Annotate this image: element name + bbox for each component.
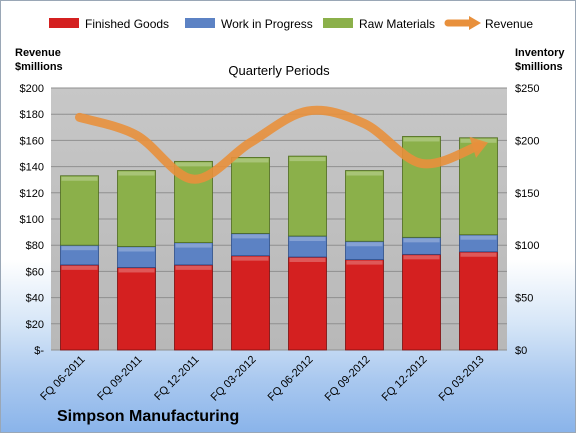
bar-highlight <box>61 265 98 270</box>
x-axis-ticks: FQ 06-2011 FQ 09-2011 FQ 12-2011 FQ 03-2012… <box>38 354 486 404</box>
right-tick-label: $100 <box>515 240 539 252</box>
left-axis-ticks: $- $20 $40 $60 $80 $100 $120 $140 $160 $180 $200 <box>20 83 45 357</box>
x-tick-label: FQ 12-2011 <box>152 354 201 403</box>
left-axis-title-line1: Revenue <box>15 47 61 59</box>
left-tick-label: $20 <box>26 319 44 331</box>
bar-highlight <box>175 243 212 248</box>
legend-label-work-in-progress: Work in Progress <box>221 17 313 31</box>
left-tick-label: $160 <box>20 135 44 147</box>
bar-highlight <box>118 268 155 273</box>
left-tick-label: $180 <box>20 109 44 121</box>
x-tick-label: FQ 06-2011 <box>38 354 87 403</box>
revenue-line-layer <box>75 105 489 184</box>
bar-highlight <box>289 157 326 162</box>
legend-swatch-finished-goods <box>49 18 79 28</box>
left-tick-label: $80 <box>26 240 44 252</box>
x-tick-label: FQ 12-2012 <box>380 354 430 404</box>
revenue-line <box>75 105 483 184</box>
legend-label-finished-goods: Finished Goods <box>85 17 169 31</box>
bar-finished-goods <box>288 256 327 351</box>
right-axis-ticks: $0 $50 $100 $150 $200 $250 <box>515 83 539 357</box>
x-tick-label: FQ 09-2011 <box>95 354 144 403</box>
bar-highlight <box>403 137 440 142</box>
bar-highlight <box>289 257 326 262</box>
bar-highlight <box>118 247 155 252</box>
bar-raw-materials <box>288 155 327 237</box>
company-name: Simpson Manufacturing <box>57 408 239 425</box>
bar-finished-goods <box>402 253 441 351</box>
right-axis-title-line1: Inventory <box>515 47 565 59</box>
bar-highlight <box>346 242 383 247</box>
bar-highlight <box>403 238 440 243</box>
left-tick-label: $120 <box>20 188 44 200</box>
bar-highlight <box>61 246 98 251</box>
legend-swatch-revenue-arrow <box>469 16 481 30</box>
bar-raw-materials <box>231 157 270 234</box>
left-axis-title-line2: $millions <box>15 61 63 73</box>
left-tick-label: $40 <box>26 293 44 305</box>
right-tick-label: $200 <box>515 135 539 147</box>
legend-label-raw-materials: Raw Materials <box>359 17 435 31</box>
left-tick-label: $140 <box>20 162 44 174</box>
bar-finished-goods <box>117 267 156 351</box>
left-tick-label: $- <box>34 345 44 357</box>
left-tick-label: $60 <box>26 266 44 278</box>
left-tick-label: $200 <box>20 83 44 95</box>
bar-highlight <box>460 252 497 257</box>
legend-swatch-work-in-progress <box>185 18 215 28</box>
bar-highlight <box>232 234 269 239</box>
x-tick-label: FQ 06-2012 <box>266 354 316 404</box>
bar-finished-goods <box>459 251 498 351</box>
bar-highlight <box>175 265 212 270</box>
chart-title: Quarterly Periods <box>228 63 330 78</box>
left-tick-label: $100 <box>20 214 44 226</box>
bar-highlight <box>118 171 155 176</box>
right-tick-label: $50 <box>515 293 533 305</box>
right-tick-label: $0 <box>515 345 527 357</box>
bar-highlight <box>346 260 383 265</box>
bar-finished-goods <box>60 264 99 351</box>
legend-label-revenue: Revenue <box>485 17 533 31</box>
x-tick-label: FQ 03-2013 <box>437 354 487 404</box>
bar-highlight <box>346 171 383 176</box>
bar-finished-goods <box>345 259 384 351</box>
bar-highlight <box>460 235 497 240</box>
x-tick-label: FQ 09-2012 <box>323 354 373 404</box>
legend: Finished Goods Work in Progress Raw Mate… <box>49 16 533 31</box>
bar-highlight <box>61 176 98 181</box>
bar-finished-goods <box>231 255 270 351</box>
bar-highlight <box>175 162 212 167</box>
bar-raw-materials <box>402 136 441 238</box>
right-axis-title-line2: $millions <box>515 61 563 73</box>
bar-highlight <box>232 256 269 261</box>
bar-highlight <box>232 158 269 163</box>
revenue-line-arrow <box>469 136 489 158</box>
bar-raw-materials <box>60 175 99 246</box>
bar-raw-materials <box>117 170 156 247</box>
right-tick-label: $150 <box>515 188 539 200</box>
bar-raw-materials <box>345 170 384 242</box>
legend-swatch-raw-materials <box>323 18 353 28</box>
right-tick-label: $250 <box>515 83 539 95</box>
bar-finished-goods <box>174 264 213 351</box>
bar-highlight <box>403 255 440 260</box>
x-tick-label: FQ 03-2012 <box>209 354 259 404</box>
bar-highlight <box>289 237 326 242</box>
